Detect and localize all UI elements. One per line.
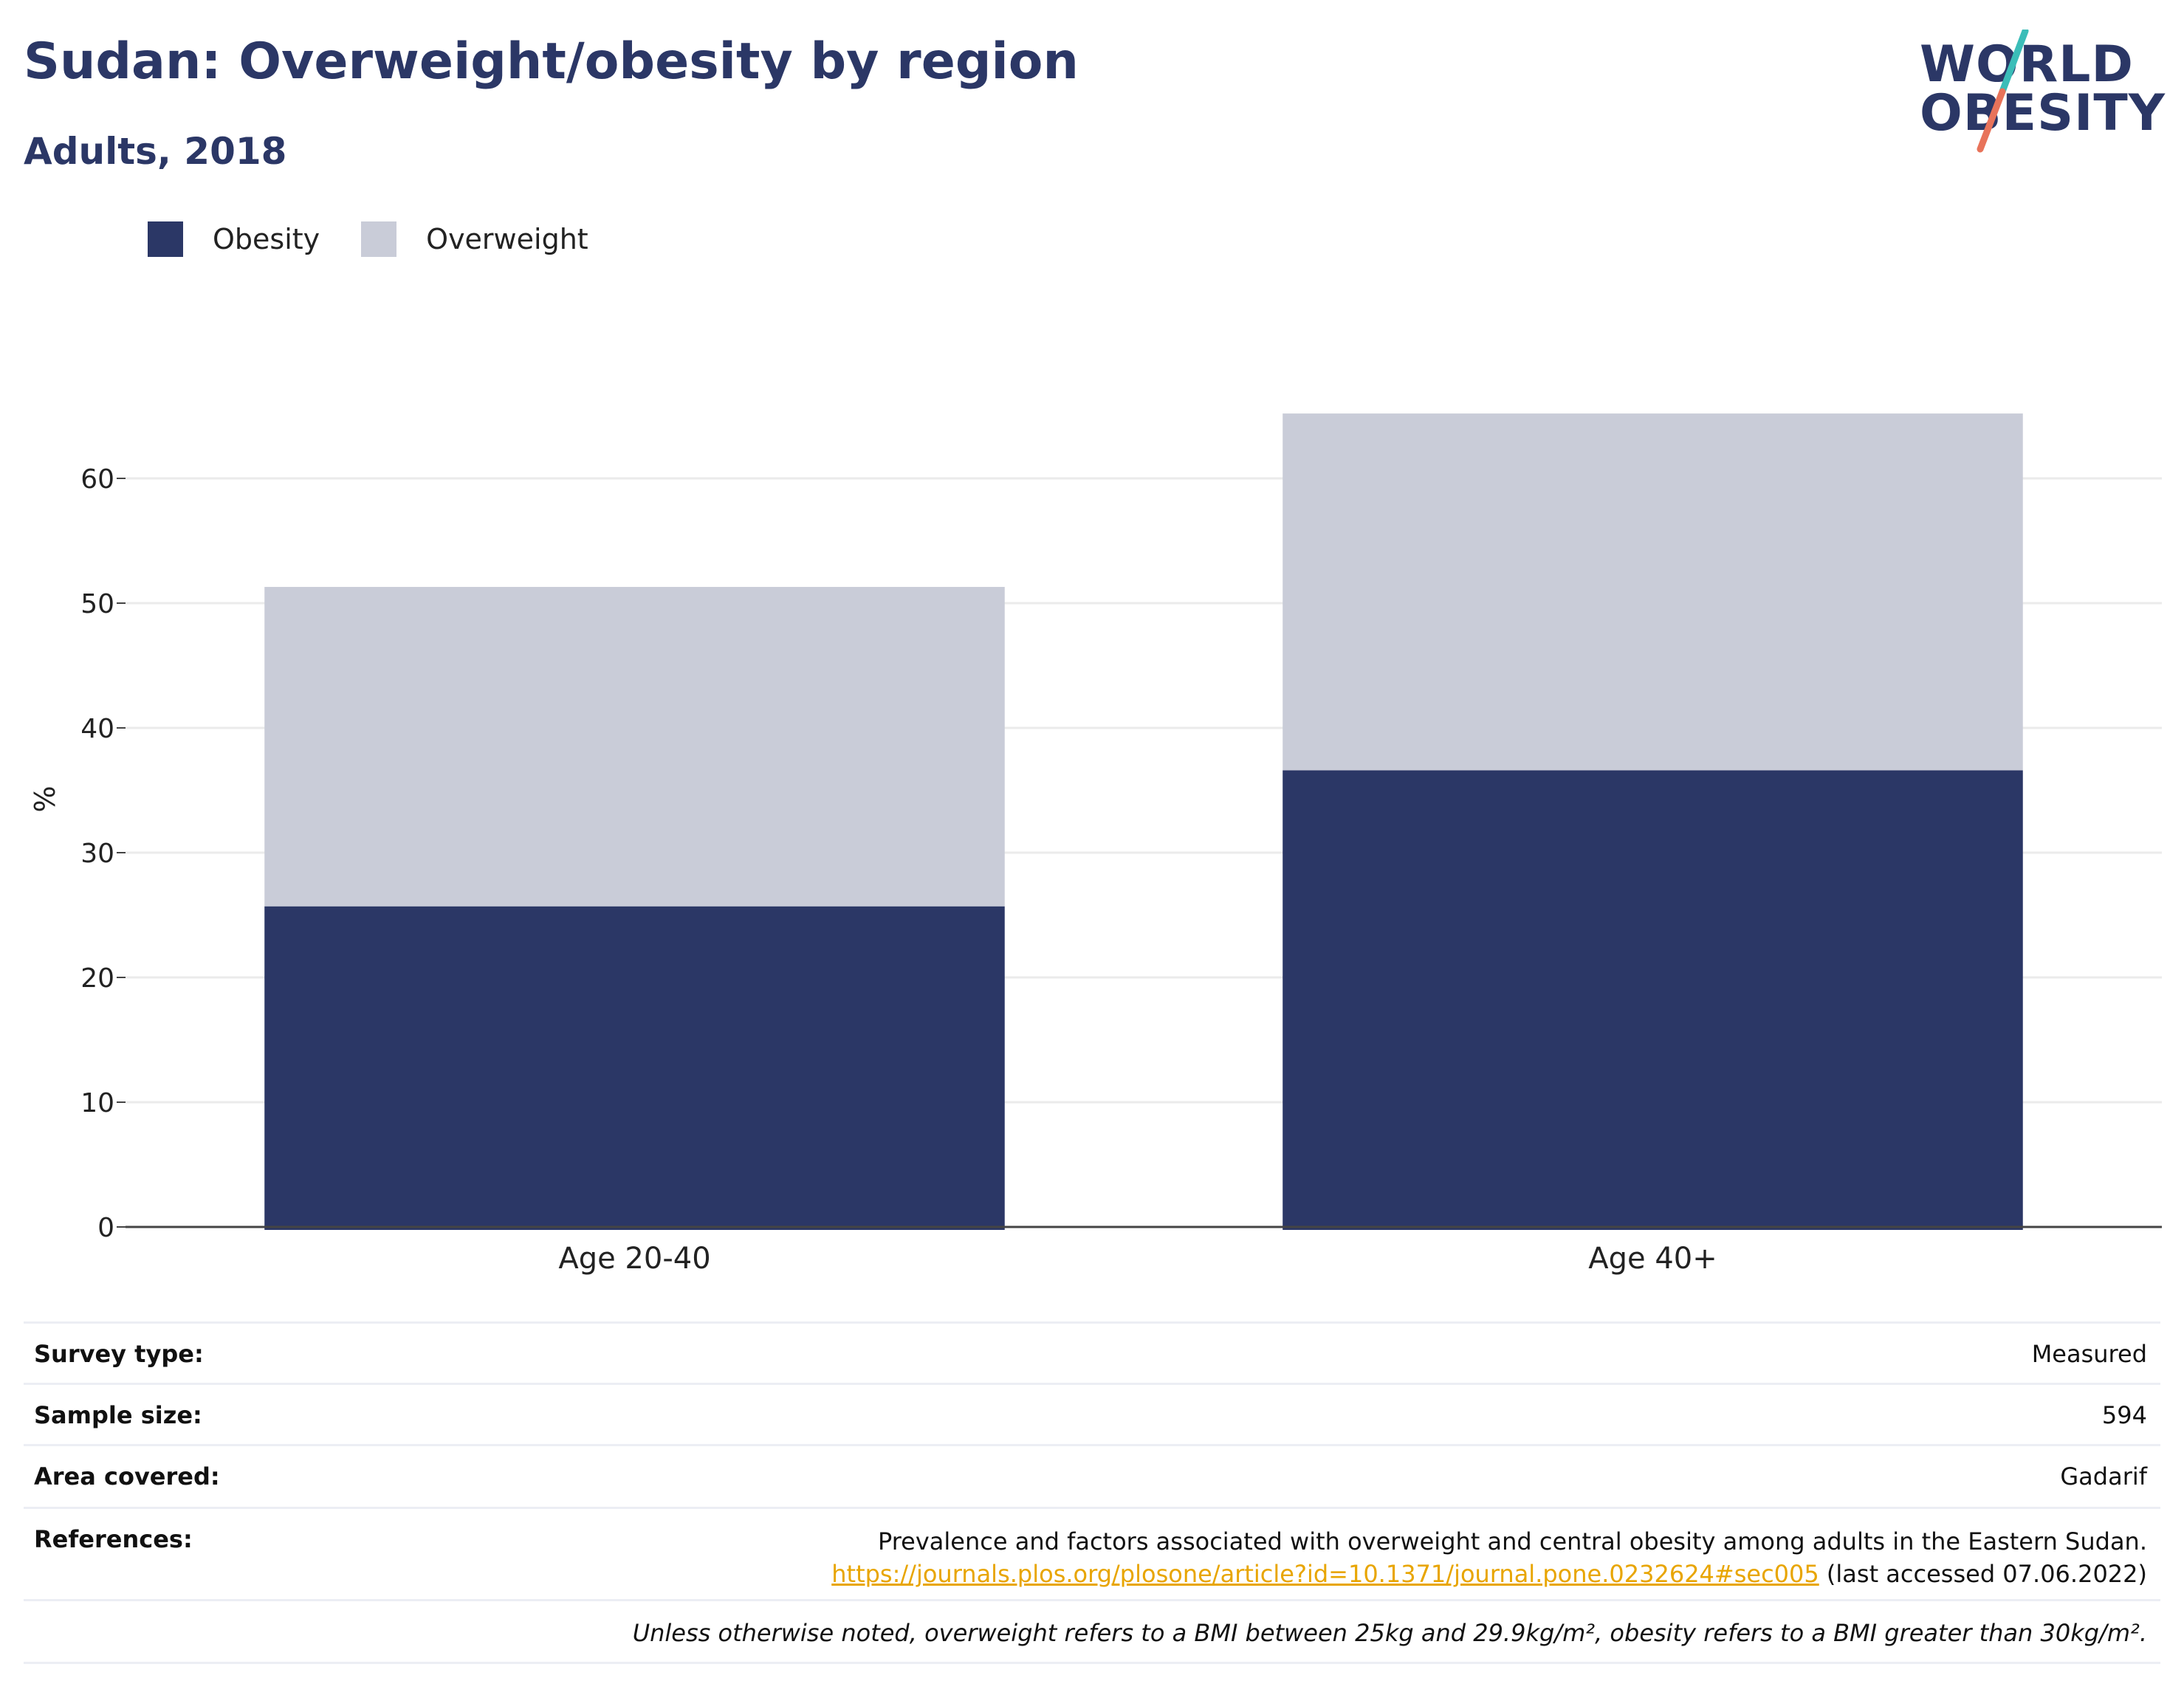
reference-link[interactable]: https://journals.plos.org/plosone/articl… — [831, 1560, 1819, 1588]
y-tick-label-20: 20 — [80, 963, 114, 994]
legend-item-overweight: Overweight — [361, 221, 588, 257]
survey-info-table: Survey type: Measured Sample size: 594 A… — [24, 1321, 2160, 1664]
bar-obesity-1 — [1282, 770, 2023, 1230]
sample-size-label: Sample size: — [34, 1401, 202, 1429]
x-tick-label-1: Age 40+ — [1588, 1242, 1717, 1276]
legend-item-obesity: Obesity — [148, 221, 320, 257]
y-tick-label-40: 40 — [80, 714, 114, 744]
survey-type-value: Measured — [2031, 1340, 2147, 1368]
legend-label-obesity: Obesity — [213, 223, 320, 255]
references-row: References: Prevalence and factors assoc… — [24, 1507, 2160, 1599]
chart-title: Sudan: Overweight/obesity by region — [24, 32, 1079, 91]
stacked-bar-chart: 0 10 20 30 40 50 60% Age 20-40 Age 40+ — [29, 413, 2162, 1276]
references-label: References: — [34, 1525, 193, 1553]
legend-swatch-obesity — [148, 221, 183, 257]
y-tick-label-50: 50 — [80, 589, 114, 619]
reference-title: Prevalence and factors associated with o… — [877, 1527, 2147, 1555]
chart-legend: Obesity Overweight — [148, 219, 630, 260]
legend-swatch-overweight — [361, 221, 397, 257]
logo-line-2: OBESITY — [1920, 84, 2166, 142]
sample-size-value: 594 — [2101, 1401, 2147, 1429]
y-tick-label-0: 0 — [97, 1213, 114, 1243]
reference-accessed: (last accessed 07.06.2022) — [1826, 1560, 2147, 1588]
logo-slash-icon — [1977, 30, 2029, 153]
bar-obesity-0 — [264, 906, 1005, 1230]
legend-label-overweight: Overweight — [426, 223, 588, 255]
y-tick-label-60: 60 — [80, 464, 114, 495]
logo-line-1: WORLD — [1920, 35, 2134, 94]
survey-type-row: Survey type: Measured — [24, 1321, 2160, 1383]
world-obesity-logo: WORLD OBESITY — [1920, 30, 2171, 155]
note-row: Unless otherwise noted, overweight refer… — [24, 1599, 2160, 1664]
survey-type-label: Survey type: — [34, 1340, 204, 1368]
area-covered-value: Gadarif — [2060, 1462, 2147, 1491]
bar-overweight-1 — [1282, 413, 2023, 771]
references-value: Prevalence and factors associated with o… — [831, 1525, 2147, 1590]
area-covered-label: Area covered: — [34, 1462, 220, 1491]
chart-subtitle: Adults, 2018 — [24, 130, 287, 173]
y-tick-label-10: 10 — [80, 1088, 114, 1118]
bmi-definition-note: Unless otherwise noted, overweight refer… — [632, 1619, 2147, 1647]
x-tick-label-0: Age 20-40 — [558, 1242, 710, 1276]
bar-overweight-0 — [264, 587, 1005, 907]
y-axis-label: % — [29, 785, 61, 812]
area-covered-row: Area covered: Gadarif — [24, 1444, 2160, 1507]
sample-size-row: Sample size: 594 — [24, 1383, 2160, 1444]
y-tick-label-30: 30 — [80, 839, 114, 869]
reference-link-line: https://journals.plos.org/plosone/articl… — [831, 1558, 2147, 1590]
